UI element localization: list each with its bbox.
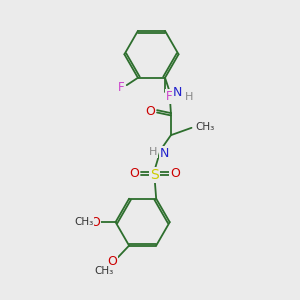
Text: F: F: [118, 81, 124, 94]
Text: N: N: [173, 86, 182, 99]
Text: F: F: [166, 90, 173, 103]
Text: H: H: [185, 92, 193, 102]
Text: O: O: [146, 104, 155, 118]
Text: H: H: [149, 147, 158, 157]
Text: N: N: [160, 147, 169, 160]
Text: O: O: [107, 255, 117, 268]
Text: O: O: [170, 167, 180, 180]
Text: CH₃: CH₃: [94, 266, 114, 276]
Text: CH₃: CH₃: [74, 217, 93, 227]
Text: O: O: [129, 167, 139, 180]
Text: S: S: [150, 168, 159, 182]
Text: CH₃: CH₃: [195, 122, 214, 132]
Text: O: O: [91, 216, 100, 229]
